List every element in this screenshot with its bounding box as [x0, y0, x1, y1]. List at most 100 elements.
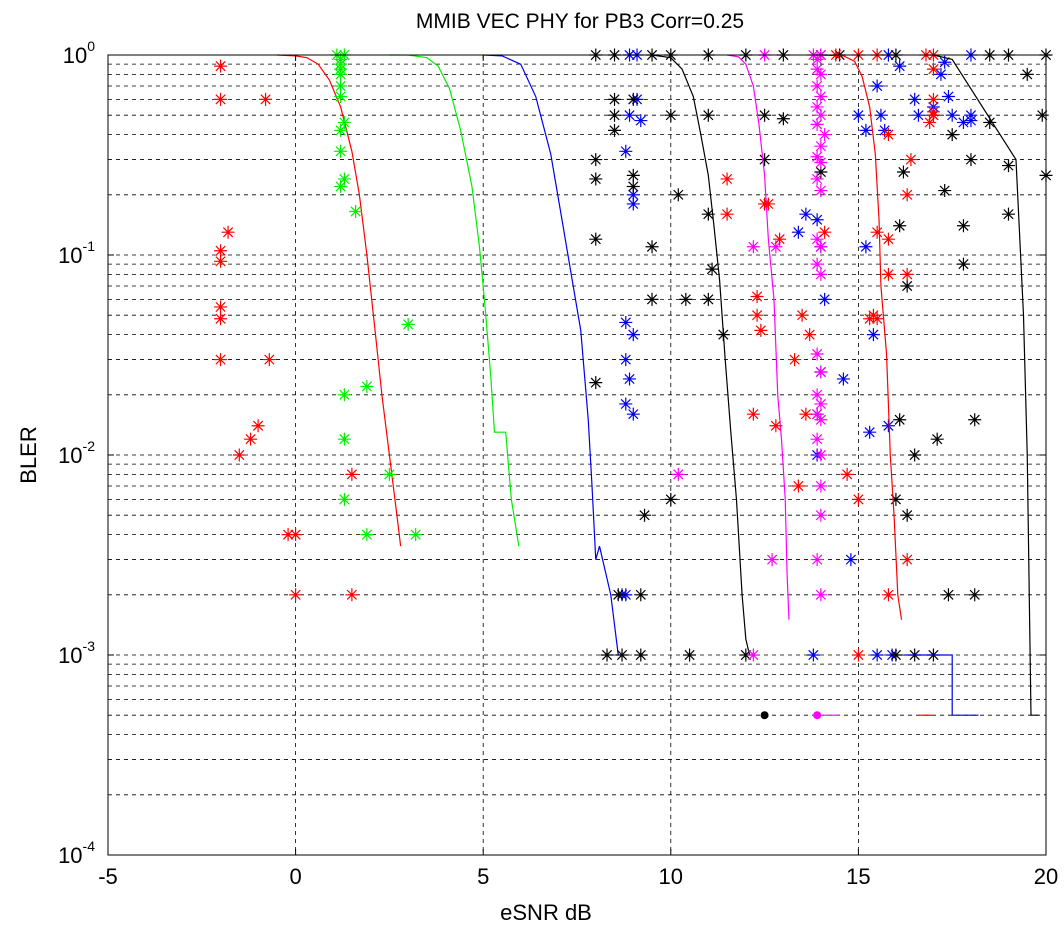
data-point-star [859, 123, 873, 137]
data-point-star [679, 292, 693, 306]
series-tail-line [903, 654, 979, 716]
data-point-star [818, 292, 832, 306]
data-point-star [671, 467, 685, 481]
data-point-star [945, 108, 959, 122]
data-point-star [941, 90, 955, 104]
data-point-star [244, 432, 258, 446]
data-point-star [671, 188, 685, 202]
data-point-star [214, 59, 228, 73]
data-point-star [810, 100, 824, 114]
data-point-star [814, 165, 828, 179]
data-point-star [904, 153, 918, 167]
data-point-star [968, 588, 982, 602]
series-curve [389, 54, 520, 547]
data-point-star [281, 528, 295, 542]
x-tick-label: 0 [289, 864, 301, 889]
data-point-star [881, 419, 895, 433]
data-point-star [619, 144, 633, 158]
data-point-star [810, 150, 824, 164]
data-point-star [908, 448, 922, 462]
data-point-star [859, 240, 873, 254]
data-point-star [701, 207, 715, 221]
data-point-star [814, 413, 828, 427]
data-point-star [626, 168, 640, 182]
data-point-star [814, 267, 828, 281]
data-point-star [881, 267, 895, 281]
data-point-star [956, 219, 970, 233]
data-point-star [626, 328, 640, 342]
data-point-star [746, 407, 760, 421]
data-point-star [870, 225, 884, 239]
data-point-star [360, 528, 374, 542]
data-point-star [409, 528, 423, 542]
data-point-star [803, 328, 817, 342]
data-point-star [810, 62, 824, 76]
data-point-star [810, 232, 824, 246]
data-point-star [814, 67, 828, 81]
data-point-star [214, 312, 228, 326]
data-point-star [337, 432, 351, 446]
data-point-star [814, 508, 828, 522]
data-point-star [836, 372, 850, 386]
data-point-star [810, 388, 824, 402]
data-point-star [262, 353, 276, 367]
data-point-star [345, 588, 359, 602]
y-tick-label: 10-2 [58, 438, 95, 468]
data-point-star [810, 117, 824, 131]
data-point-star [623, 108, 637, 122]
data-point-star [334, 79, 348, 93]
data-point-star [600, 648, 614, 662]
data-point-star [337, 492, 351, 506]
data-point-star [720, 207, 734, 221]
data-point-star [334, 180, 348, 194]
marker-dot [760, 711, 769, 720]
data-point-star [758, 197, 772, 211]
series-curve [276, 54, 402, 547]
data-point-star [870, 79, 884, 93]
data-point-star [623, 372, 637, 386]
data-point-star [289, 588, 303, 602]
data-point-star [881, 588, 895, 602]
data-point-star [938, 55, 952, 69]
data-point-star [1020, 67, 1034, 81]
data-point-star [214, 92, 228, 106]
data-point-star [956, 257, 970, 271]
data-point-star [773, 232, 787, 246]
data-point-star [619, 397, 633, 411]
data-point-star [589, 172, 603, 186]
data-point-star [360, 380, 374, 394]
data-point-star [814, 90, 828, 104]
data-point-star [608, 92, 622, 106]
data-point-star [844, 553, 858, 567]
data-point-star [776, 112, 790, 126]
y-tick-label: 100 [63, 38, 95, 68]
data-point-star [810, 347, 824, 361]
data-point-star [889, 648, 903, 662]
data-point-star [795, 308, 809, 322]
data-point-star [810, 172, 824, 186]
data-point-star [900, 553, 914, 567]
plot-area [108, 55, 1046, 855]
data-point-star [683, 648, 697, 662]
data-point-star [634, 648, 648, 662]
data-point-star [791, 225, 805, 239]
data-point-star [900, 267, 914, 281]
data-point-star [337, 115, 351, 129]
data-point-star [645, 292, 659, 306]
data-point-star [645, 240, 659, 254]
data-point-star [806, 648, 820, 662]
x-axis-ticks: -5 0 5 10 15 20 [98, 55, 1058, 889]
data-point-star [615, 648, 629, 662]
data-point-star [214, 353, 228, 367]
data-point-star [334, 144, 348, 158]
data-point-star [589, 153, 603, 167]
data-point-star [589, 232, 603, 246]
data-point-star [750, 290, 764, 304]
data-point-star [626, 92, 640, 106]
data-point-star [900, 188, 914, 202]
data-point-star [349, 205, 363, 219]
data-point-star [814, 588, 828, 602]
data-point-star [983, 115, 997, 129]
data-point-star [716, 328, 730, 342]
data-point-star [1035, 108, 1049, 122]
